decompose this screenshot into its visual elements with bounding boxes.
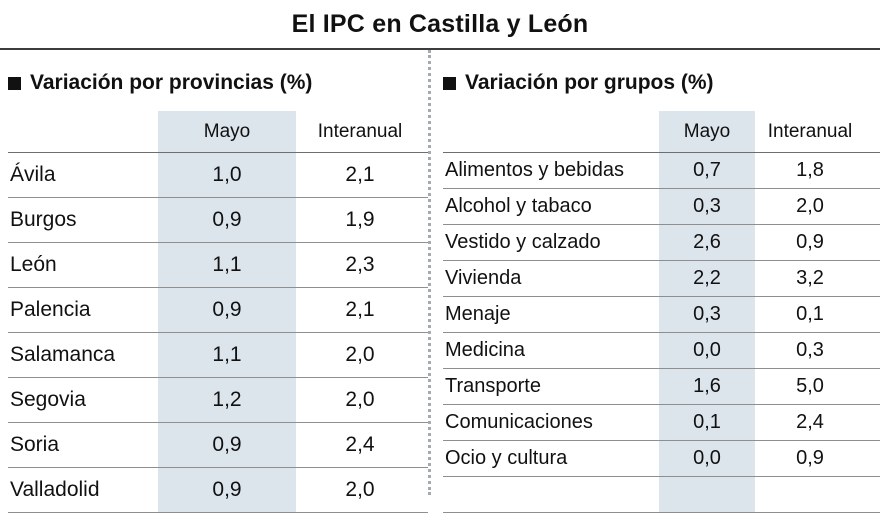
table-row: León 1,1 2,3	[8, 243, 428, 288]
table-row: Medicina 0,0 0,3	[443, 333, 880, 369]
table-row: Burgos 0,9 1,9	[8, 198, 428, 243]
row-label: Soria	[10, 433, 60, 456]
row-label: Menaje	[445, 303, 511, 325]
row-mayo-value: 0,7	[659, 153, 755, 188]
row-interanual-value: 2,1	[345, 163, 375, 186]
row-mayo-value: 2,6	[659, 225, 755, 260]
column-header-empty	[8, 111, 158, 152]
row-mayo-value: 0,0	[659, 333, 755, 368]
row-interanual-value: 2,4	[796, 411, 824, 433]
row-interanual-value: 0,9	[796, 447, 824, 469]
row-interanual-value: 2,0	[345, 478, 375, 501]
section-header-provinces: Variación por provincias (%)	[8, 71, 428, 95]
row-interanual-value: 0,1	[796, 303, 824, 325]
column-header-mayo: Mayo	[659, 111, 755, 152]
table-row: Comunicaciones 0,1 2,4	[443, 405, 880, 441]
provinces-panel: Variación por provincias (%) Mayo Intera…	[0, 50, 428, 513]
row-label: Segovia	[10, 388, 86, 411]
row-mayo-value: 0,9	[158, 198, 296, 242]
groups-table: Mayo Interanual Alimentos y bebidas 0,7 …	[443, 111, 880, 513]
content: Variación por provincias (%) Mayo Intera…	[0, 50, 880, 513]
table-header-row: Mayo Interanual	[8, 111, 428, 153]
row-mayo-value: 0,9	[158, 288, 296, 332]
title-bar: El IPC en Castilla y León	[0, 0, 880, 50]
row-interanual-value: 2,0	[345, 343, 375, 366]
row-label: Ávila	[10, 163, 56, 186]
row-mayo-value: 1,1	[158, 333, 296, 377]
row-interanual-value: 2,4	[345, 433, 375, 456]
column-header-empty	[443, 111, 659, 152]
page-title: El IPC en Castilla y León	[291, 10, 589, 38]
section-title-groups: Variación por grupos (%)	[465, 71, 714, 94]
row-mayo-value: 0,3	[659, 189, 755, 224]
table-row: Segovia 1,2 2,0	[8, 378, 428, 423]
row-label: Alimentos y bebidas	[445, 159, 624, 181]
column-header-interanual: Interanual	[767, 120, 853, 142]
row-mayo-value: 2,2	[659, 261, 755, 296]
section-header-groups: Variación por grupos (%)	[443, 71, 880, 95]
row-label: Palencia	[10, 298, 91, 321]
row-label: Comunicaciones	[445, 411, 593, 433]
row-mayo-value: 1,1	[158, 243, 296, 287]
table-row: Alcohol y tabaco 0,3 2,0	[443, 189, 880, 225]
row-label: Medicina	[445, 339, 526, 361]
section-bullet-icon	[8, 76, 21, 90]
row-interanual-value: 0,3	[796, 339, 824, 361]
row-mayo-value: 0,9	[158, 423, 296, 467]
row-interanual-value: 0,9	[796, 231, 824, 253]
row-label: Vivienda	[445, 267, 522, 289]
row-interanual-value: 1,9	[345, 208, 375, 231]
row-mayo-value: 1,6	[659, 369, 755, 404]
table-header-row: Mayo Interanual	[443, 111, 880, 153]
provinces-table: Mayo Interanual Ávila 1,0 2,1 Burgos 0,9…	[8, 111, 428, 513]
row-label: Ocio y cultura	[445, 447, 568, 469]
row-mayo-value: 1,0	[158, 153, 296, 197]
table-row: Valladolid 0,9 2,0	[8, 468, 428, 513]
row-interanual-value: 3,2	[796, 267, 824, 289]
column-header-mayo: Mayo	[158, 111, 296, 152]
table-row: Palencia 0,9 2,1	[8, 288, 428, 333]
row-mayo-value: 0,9	[158, 468, 296, 512]
row-interanual-value: 2,3	[345, 253, 375, 276]
row-interanual-value: 2,0	[796, 195, 824, 217]
row-label: Transporte	[445, 375, 541, 397]
row-mayo-value: 0,1	[659, 405, 755, 440]
table-row: Vestido y calzado 2,6 0,9	[443, 225, 880, 261]
row-mayo-value: 0,0	[659, 441, 755, 476]
section-title-provinces: Variación por provincias (%)	[30, 71, 313, 94]
row-mayo-value: 0,3	[659, 297, 755, 332]
column-header-interanual: Interanual	[317, 120, 403, 142]
row-label: Valladolid	[10, 478, 100, 501]
table-row: Menaje 0,3 0,1	[443, 297, 880, 333]
row-label: Vestido y calzado	[445, 231, 601, 253]
groups-panel: Variación por grupos (%) Mayo Interanual…	[428, 50, 880, 513]
row-mayo-value: 1,2	[158, 378, 296, 422]
row-interanual-value: 1,8	[796, 159, 824, 181]
section-bullet-icon	[443, 76, 456, 90]
table-row-partial	[443, 477, 880, 513]
table-row: Ocio y cultura 0,0 0,9	[443, 441, 880, 477]
row-label: León	[10, 253, 57, 276]
table-row: Transporte 1,6 5,0	[443, 369, 880, 405]
table-row: Soria 0,9 2,4	[8, 423, 428, 468]
row-label: Alcohol y tabaco	[445, 195, 592, 217]
table-row: Vivienda 2,2 3,2	[443, 261, 880, 297]
table-row: Alimentos y bebidas 0,7 1,8	[443, 153, 880, 189]
row-interanual-value: 5,0	[796, 375, 824, 397]
row-label: Burgos	[10, 208, 77, 231]
row-interanual-value: 2,0	[345, 388, 375, 411]
row-interanual-value: 2,1	[345, 298, 375, 321]
table-row: Ávila 1,0 2,1	[8, 153, 428, 198]
table-row: Salamanca 1,1 2,0	[8, 333, 428, 378]
row-label: Salamanca	[10, 343, 116, 366]
